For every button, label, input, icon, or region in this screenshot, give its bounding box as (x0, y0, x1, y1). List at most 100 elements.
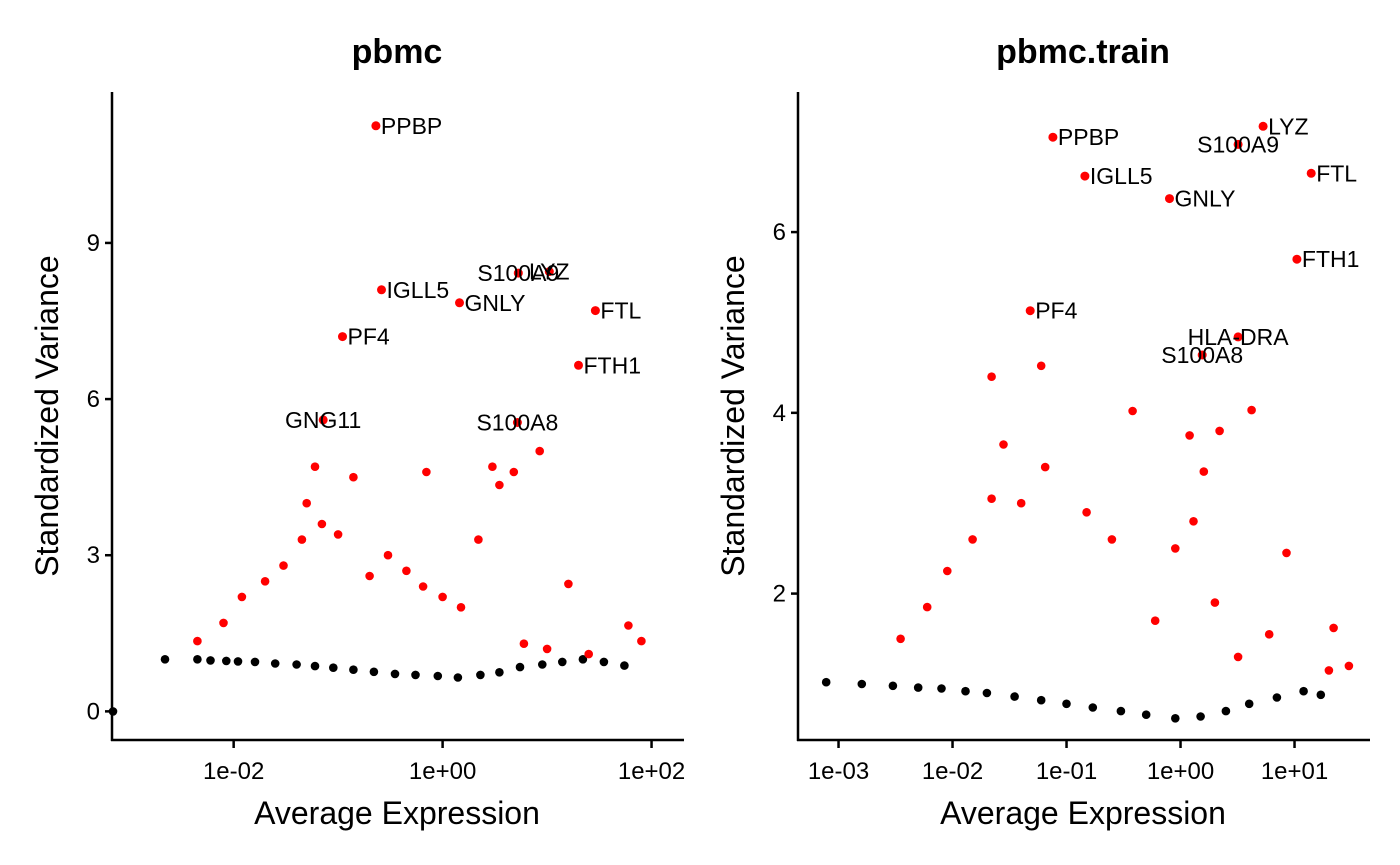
variable-gene-point (1036, 361, 1046, 371)
gene-point (1116, 706, 1126, 716)
variable-gene-point (968, 535, 977, 544)
labeled-gene-point (318, 415, 328, 425)
labeled-gene-point (574, 360, 583, 370)
variable-gene-point (402, 566, 411, 576)
labeled-gene-point (512, 418, 522, 427)
variable-gene-point (333, 530, 343, 539)
labeled-gene-point (455, 298, 464, 308)
variable-gene-point (624, 621, 633, 630)
gene-label: PF4 (1035, 298, 1077, 324)
variable-gene-point (488, 462, 497, 472)
x-tick-label: 1e+00 (1147, 758, 1214, 785)
variable-gene-point (1344, 661, 1354, 671)
gene-label: GNG11 (285, 407, 361, 433)
variable-gene-point (310, 462, 320, 472)
gene-label: S100A8 (1161, 342, 1243, 368)
labeled-gene-point (1292, 254, 1302, 264)
labeled-gene-point (1233, 332, 1243, 342)
variable-gene-point (438, 592, 447, 602)
gene-label: LYZ (1268, 113, 1308, 139)
gene-point (857, 679, 867, 689)
gene-point (411, 670, 420, 680)
gene-label: PF4 (348, 324, 390, 350)
gene-label: GNLY (1175, 186, 1236, 212)
gene-label: FTH1 (584, 352, 642, 378)
x-tick-label: 1e+00 (409, 758, 476, 785)
x-axis-title: Average Expression (254, 795, 540, 831)
variable-gene-point (279, 561, 288, 570)
variable-gene-point (1040, 462, 1050, 472)
labeled-gene-point (1233, 139, 1243, 149)
gene-point (620, 661, 629, 670)
variable-gene-point (1233, 652, 1243, 662)
variable-gene-point (987, 372, 996, 382)
variable-gene-point (1171, 544, 1180, 553)
gene-point (1196, 712, 1205, 721)
x-tick-label: 1e-01 (1036, 758, 1097, 785)
gene-label: GNLY (465, 290, 526, 316)
gene-point (961, 686, 970, 696)
x-ticks: 1e-02 1e+00 1e+02 (203, 741, 685, 785)
labeled-gene-point (1197, 350, 1207, 360)
variable-gene-point (422, 467, 431, 477)
x-tick-label: 1e-02 (922, 758, 983, 785)
gene-point (476, 670, 485, 680)
gene-point (1062, 699, 1071, 709)
variable-gene-point (1264, 630, 1274, 639)
x-tick-label: 1e+01 (1261, 758, 1328, 785)
variable-gene-point (219, 618, 228, 628)
chart-panel-pbmc-train: pbmc.train 2 4 6 1e-03 1e-02 1e-01 1e+00 1e+01… (715, 33, 1370, 831)
variable-gene-point (1185, 431, 1194, 440)
gene-point (515, 662, 525, 672)
variable-gene-point (1016, 498, 1026, 508)
variable-gene-point (999, 440, 1008, 449)
gene-point (349, 665, 358, 674)
x-axis-title: Average Expression (940, 795, 1226, 831)
variable-gene-point (1247, 405, 1256, 415)
gene-point (1036, 695, 1046, 705)
gene-label: FTL (600, 298, 641, 324)
gene-point (1316, 690, 1326, 700)
variable-gene-point (1215, 426, 1224, 436)
variable-gene-point (1329, 623, 1338, 633)
variable-gene-point (1282, 548, 1291, 558)
gene-point (206, 656, 215, 665)
y-tick-label: 2 (773, 581, 786, 608)
variable-gene-point (987, 494, 996, 504)
variable-gene-point (456, 603, 466, 612)
gene-label: PPBP (381, 113, 442, 139)
gene-point (1221, 706, 1231, 716)
variable-gene-point (302, 498, 312, 508)
y-tick-label: 6 (87, 386, 100, 413)
gene-labels: LYZ PPBP S100A9 FTL IGLL5 GNLY FTH1 PF4 HLA-DRAS… (1035, 113, 1359, 368)
x-tick-label: 1e-03 (808, 758, 869, 785)
labeled-gene-point (338, 332, 347, 342)
gene-label: PPBP (1058, 124, 1119, 150)
y-axis-title: Standardized Variance (715, 255, 751, 576)
variable-gene-point (943, 566, 952, 576)
chart-title: pbmc (352, 33, 443, 71)
gene-label: S100A9 (477, 260, 559, 286)
labeled-gene-point (513, 268, 523, 278)
y-tick-label: 0 (87, 698, 100, 725)
variable-gene-point (349, 472, 358, 482)
gene-point (1171, 714, 1180, 723)
gene-point (913, 683, 923, 692)
variable-gene-point (542, 644, 552, 654)
gene-point (160, 655, 170, 664)
gene-point (433, 671, 443, 681)
variable-gene-point (383, 550, 393, 560)
gene-label: IGLL5 (387, 277, 450, 303)
gene-point (329, 663, 338, 672)
variable-gene-point (637, 636, 646, 646)
gene-point (369, 667, 379, 677)
gene-label: FTL (1316, 160, 1357, 186)
labeled-gene-point (1258, 121, 1268, 131)
gene-point (538, 660, 547, 669)
variable-gene-point (896, 634, 905, 644)
gene-point (558, 657, 567, 667)
gene-label: HLA-DRA (1188, 324, 1290, 350)
gene-point (888, 681, 898, 691)
variable-gene-point (495, 480, 504, 490)
labeled-gene-point (590, 306, 600, 316)
